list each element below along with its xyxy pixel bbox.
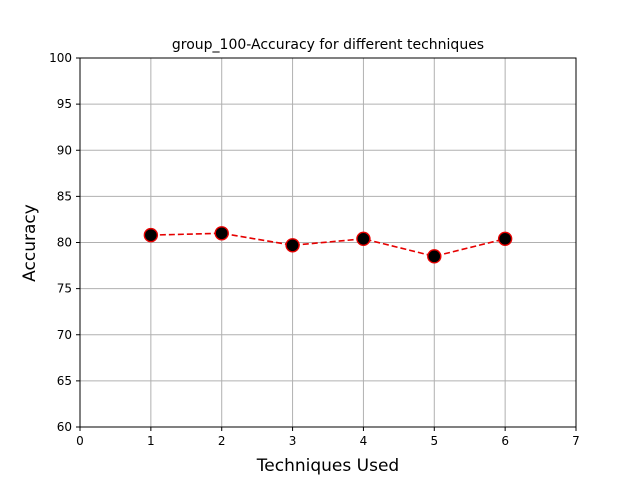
x-tick-label: 4 bbox=[360, 434, 368, 448]
x-axis-label: Techniques Used bbox=[256, 456, 399, 476]
data-point bbox=[214, 226, 229, 241]
y-tick-label: 60 bbox=[57, 420, 72, 434]
data-point bbox=[497, 231, 513, 247]
y-tick-label: 85 bbox=[57, 189, 72, 203]
data-point bbox=[427, 249, 442, 264]
y-tick-label: 65 bbox=[57, 374, 72, 388]
y-tick-label: 70 bbox=[57, 328, 72, 342]
y-tick-label: 100 bbox=[49, 51, 72, 65]
data-point bbox=[143, 227, 159, 243]
y-tick-label: 95 bbox=[57, 97, 72, 111]
axis-ticks: 0 1 2 3 4 5 6 7 60 65 70 75 80 85 90 95 100 bbox=[49, 51, 580, 448]
x-tick-label: 7 bbox=[572, 434, 580, 448]
y-tick-label: 90 bbox=[57, 143, 72, 157]
x-tick-label: 2 bbox=[218, 434, 226, 448]
y-tick-label: 75 bbox=[57, 282, 72, 296]
x-tick-label: 6 bbox=[501, 434, 509, 448]
x-tick-label: 5 bbox=[430, 434, 438, 448]
series-line bbox=[150, 232, 506, 258]
chart-title: group_100-Accuracy for different techniq… bbox=[172, 37, 484, 53]
x-tick-label: 0 bbox=[76, 434, 84, 448]
series-layer bbox=[143, 226, 513, 264]
x-tick-label: 1 bbox=[147, 434, 155, 448]
y-tick-label: 80 bbox=[57, 236, 72, 250]
data-point bbox=[285, 238, 300, 253]
y-axis-label: Accuracy bbox=[20, 204, 40, 282]
x-tick-label: 3 bbox=[289, 434, 297, 448]
data-point bbox=[356, 231, 371, 247]
